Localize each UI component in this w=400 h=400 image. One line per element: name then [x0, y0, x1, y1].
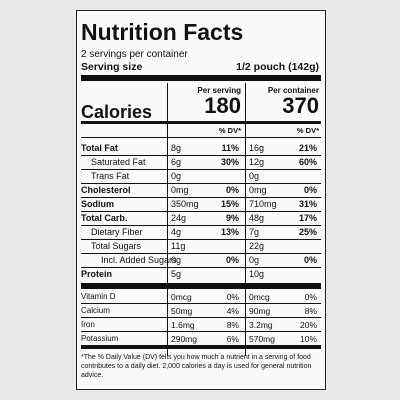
daily-value: 0% — [303, 185, 317, 195]
daily-value: 4% — [226, 306, 239, 316]
rule — [81, 197, 321, 198]
rule — [81, 225, 321, 226]
title: Nutrition Facts — [81, 19, 244, 45]
rule — [81, 331, 321, 332]
amount: 710mg — [249, 199, 277, 209]
daily-value: 25% — [298, 227, 317, 237]
calories-value: 180 — [204, 93, 241, 118]
servings: 2 servings per container — [81, 49, 188, 60]
daily-value: 8% — [304, 306, 317, 316]
rule — [81, 137, 321, 138]
footnote: *The % Daily Value (DV) tells you how mu… — [81, 354, 312, 380]
amount: 0mg — [249, 185, 267, 195]
amount: 3.2mg — [249, 320, 273, 330]
amount: 8g — [171, 143, 182, 153]
amount: 12g — [249, 157, 265, 167]
daily-value: 20% — [299, 320, 317, 330]
amount: 22g — [249, 241, 265, 251]
nutrient-name: Saturated Fat — [91, 157, 146, 167]
nutrient-name: Total Sugars — [91, 241, 142, 251]
calories-value: 370 — [282, 93, 319, 118]
amount: 24g — [171, 213, 187, 223]
amount: 7g — [249, 227, 260, 237]
daily-value: 6% — [226, 334, 239, 344]
amount: 0g — [171, 171, 182, 181]
nutrient-name: Trans Fat — [91, 171, 130, 181]
rule — [81, 169, 321, 170]
daily-value: 0% — [304, 292, 317, 302]
rule — [81, 155, 321, 156]
rule — [81, 317, 321, 318]
amount: 0mg — [171, 185, 189, 195]
serving-size-value: 1/2 pouch (142g) — [236, 61, 319, 73]
nutrient-name: Sodium — [81, 199, 114, 209]
vitamin-name: Iron — [81, 320, 95, 329]
vitamin-name: Potassium — [81, 334, 119, 343]
column-header: Per container — [267, 86, 319, 95]
serving-size-label: Serving size — [81, 61, 143, 73]
calories-label: Calories — [81, 102, 153, 122]
daily-value: 0% — [225, 255, 239, 265]
daily-value: 11% — [221, 143, 239, 153]
rule — [81, 239, 321, 240]
daily-value: 13% — [220, 227, 239, 237]
daily-value: 15% — [220, 199, 239, 209]
daily-value: 9% — [225, 213, 239, 223]
column-divider — [167, 83, 168, 356]
daily-value: 21% — [298, 143, 317, 153]
amount: 5g — [171, 269, 182, 279]
daily-value: 30% — [220, 157, 239, 167]
nutrient-name: Cholesterol — [81, 185, 131, 195]
nutrient-name: Total Fat — [81, 143, 118, 153]
daily-value: 8% — [226, 320, 239, 330]
amount: 50mg — [171, 306, 193, 316]
thick-rule — [81, 75, 321, 81]
daily-value: 0% — [303, 255, 317, 265]
daily-value: 60% — [298, 157, 317, 167]
nutrient-name: Dietary Fiber — [91, 227, 143, 237]
vitamin-name: Vitamin D — [81, 292, 116, 301]
amount: 350mg — [171, 199, 199, 209]
rule — [81, 253, 321, 254]
daily-value: 17% — [298, 213, 317, 223]
amount: 290mg — [171, 334, 197, 344]
vitamin-name: Calcium — [81, 306, 110, 315]
dv-header: % DV* — [218, 126, 241, 135]
amount: 48g — [249, 213, 265, 223]
column-divider — [245, 83, 246, 356]
rule — [81, 345, 321, 349]
amount: 0g — [171, 255, 182, 265]
amount: 1.6mg — [171, 320, 195, 330]
column-header: Per serving — [197, 86, 241, 95]
daily-value: 0% — [225, 185, 239, 195]
amount: 90mg — [249, 306, 271, 316]
rule — [81, 183, 321, 184]
rule — [81, 303, 321, 304]
daily-value: 31% — [298, 199, 317, 209]
amount: 0g — [249, 255, 260, 265]
medium-rule — [81, 121, 321, 124]
rule — [81, 267, 321, 268]
nutrient-name: Total Carb. — [81, 213, 128, 223]
amount: 4g — [171, 227, 182, 237]
amount: 6g — [171, 157, 182, 167]
daily-value: 10% — [299, 334, 317, 344]
amount: 0g — [249, 171, 260, 181]
dv-header: % DV* — [296, 126, 319, 135]
daily-value: 0% — [226, 292, 239, 302]
amount: 0mcg — [249, 292, 270, 302]
amount: 570mg — [249, 334, 275, 344]
amount: 16g — [249, 143, 265, 153]
nutrient-name: Protein — [81, 269, 113, 279]
nutrition-label: Nutrition Facts 2 servings per container… — [76, 10, 326, 390]
amount: 0mcg — [171, 292, 192, 302]
rule — [81, 283, 321, 289]
amount: 10g — [249, 269, 265, 279]
rule — [81, 211, 321, 212]
nutrient-name: Incl. Added Sugars — [101, 255, 177, 265]
amount: 11g — [171, 241, 186, 251]
